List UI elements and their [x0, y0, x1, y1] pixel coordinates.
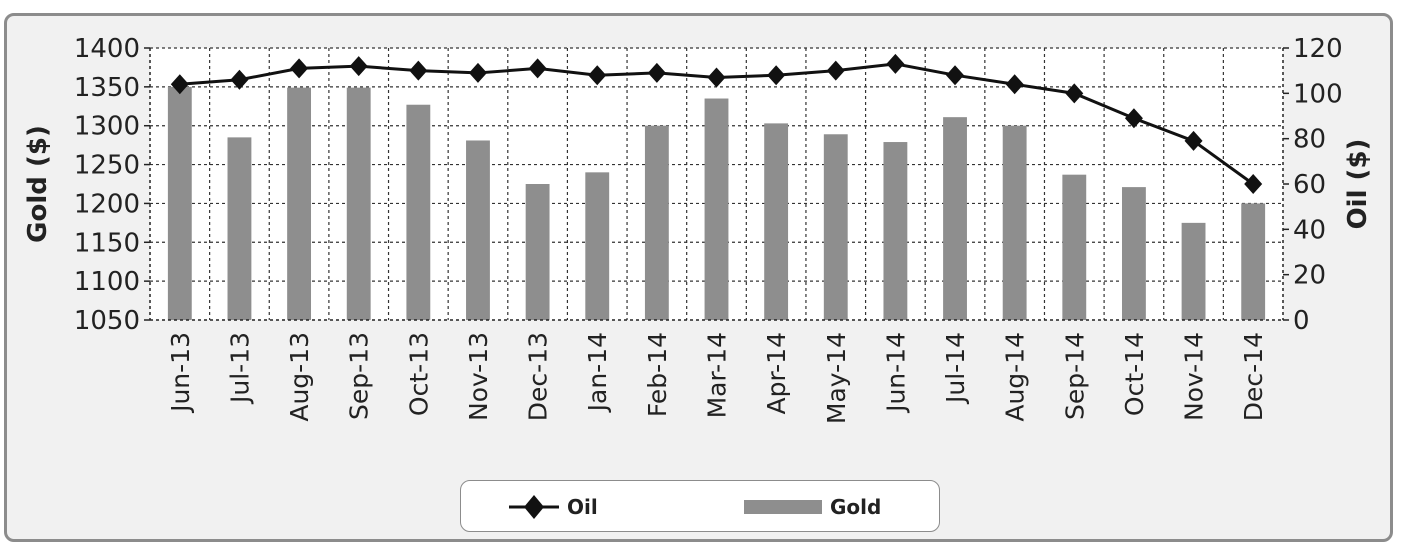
bar-gold	[943, 117, 967, 320]
tick-label-x: May-14	[822, 332, 851, 424]
point-oil	[1065, 83, 1084, 104]
bar-gold	[644, 125, 669, 320]
bar-gold	[346, 87, 371, 321]
point-oil	[1184, 130, 1203, 151]
tick-label-right: 80	[1293, 125, 1326, 155]
bar-gold	[406, 104, 431, 320]
tick-label-left: 1050	[74, 306, 140, 336]
point-oil	[1005, 74, 1024, 95]
tick-label-x: Jul-13	[225, 332, 254, 405]
oil-line-marker-icon	[509, 495, 559, 519]
tick-label-x: Sep-13	[345, 332, 374, 420]
tick-label-left: 1300	[74, 112, 140, 142]
tick-label-left: 1350	[74, 73, 140, 103]
tick-label-x: Mar-14	[703, 332, 732, 418]
bar-gold	[1241, 203, 1266, 320]
point-oil	[647, 62, 666, 83]
tick-label-left: 1150	[74, 228, 140, 258]
tick-label-x: Aug-14	[1001, 332, 1030, 422]
bar-gold	[1002, 125, 1027, 320]
bar-gold	[227, 137, 252, 320]
tick-label-x: Aug-13	[285, 332, 314, 422]
tick-label-x: Jun-14	[881, 332, 910, 414]
point-oil	[290, 58, 309, 79]
point-oil	[946, 65, 965, 86]
bar-gold	[1062, 174, 1087, 320]
bar-gold	[704, 98, 729, 320]
tick-label-right: 120	[1293, 34, 1343, 64]
point-oil	[767, 65, 786, 86]
legend-item-gold: Gold	[744, 481, 881, 533]
tick-label-left: 1100	[74, 267, 140, 297]
bar-gold	[1121, 187, 1146, 320]
tick-label-x: Oct-14	[1120, 332, 1149, 416]
bar-gold	[823, 134, 848, 320]
tick-label-x: Jun-13	[166, 332, 195, 414]
tick-label-right: 0	[1293, 306, 1310, 336]
bar-gold	[287, 87, 312, 321]
bar-gold	[585, 172, 610, 320]
point-oil	[1124, 108, 1143, 129]
tick-label-left: 1200	[74, 189, 140, 219]
tick-label-x: Oct-13	[404, 332, 433, 416]
bar-gold	[466, 140, 490, 320]
tick-label-x: Sep-14	[1060, 332, 1089, 420]
tick-label-x: Dec-14	[1239, 332, 1268, 421]
axis-title-right: Oil ($)	[1343, 139, 1373, 230]
point-oil	[170, 74, 189, 95]
tick-label-right: 20	[1293, 261, 1326, 291]
tick-label-x: Nov-14	[1180, 332, 1209, 421]
point-oil	[588, 65, 607, 86]
axis-title-left: Gold ($)	[23, 125, 53, 243]
bar-gold	[1181, 222, 1206, 320]
tick-label-left: 1400	[74, 34, 140, 64]
chart-legend: Oil Gold	[460, 480, 940, 532]
legend-label-oil: Oil	[567, 495, 598, 519]
tick-label-right: 60	[1293, 170, 1326, 200]
tick-label-right: 100	[1293, 79, 1343, 109]
tick-label-x: Apr-14	[762, 332, 791, 414]
point-oil	[230, 69, 249, 90]
point-oil	[1244, 174, 1263, 194]
legend-item-oil: Oil	[509, 481, 598, 533]
bar-gold	[764, 123, 789, 320]
tick-label-x: Nov-13	[464, 332, 493, 421]
tick-label-left: 1250	[74, 151, 140, 181]
point-oil	[886, 53, 905, 74]
tick-label-x: Jan-14	[583, 332, 612, 413]
point-oil	[349, 56, 368, 77]
point-oil	[707, 67, 726, 88]
point-oil	[826, 60, 845, 81]
gold-bar-swatch-icon	[744, 500, 822, 514]
tick-label-right: 40	[1293, 215, 1326, 245]
bar-gold	[883, 142, 908, 320]
point-oil	[468, 62, 487, 83]
bar-gold	[525, 184, 550, 320]
tick-label-x: Feb-14	[643, 332, 672, 417]
tick-label-x: Jul-14	[941, 332, 970, 405]
legend-label-gold: Gold	[830, 495, 882, 519]
bar-gold	[167, 86, 192, 320]
point-oil	[409, 60, 428, 81]
tick-label-x: Dec-13	[524, 332, 553, 421]
point-oil	[528, 58, 547, 79]
